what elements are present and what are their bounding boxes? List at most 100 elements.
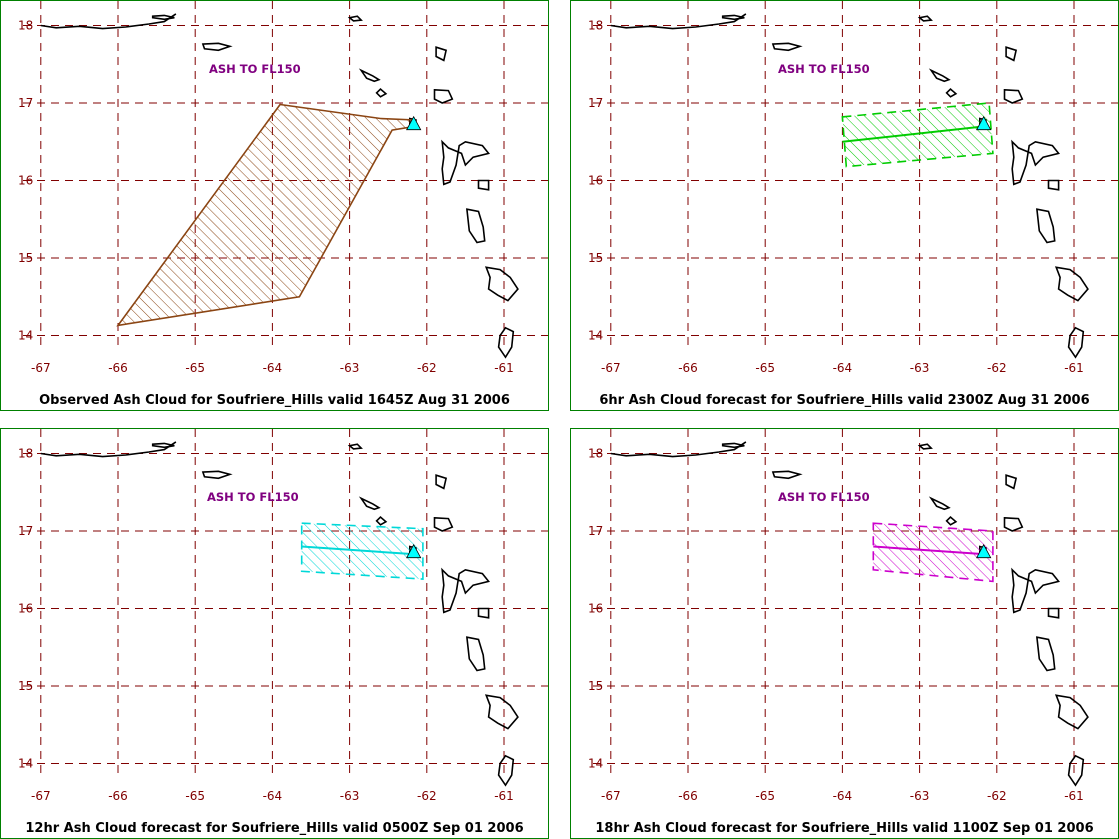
lat-tick-label: 15 bbox=[18, 251, 33, 265]
lat-tick-label: 16 bbox=[18, 602, 33, 616]
lon-tick-label: -66 bbox=[678, 789, 698, 803]
ash-label: ASH TO FL150 bbox=[778, 490, 870, 504]
lon-tick-label: -61 bbox=[494, 361, 514, 375]
antigua-island bbox=[433, 516, 454, 532]
barbuda-island bbox=[1005, 46, 1018, 62]
ash-trajectory-line bbox=[301, 545, 416, 556]
st-kitts-island bbox=[928, 68, 951, 83]
martinique-island bbox=[484, 694, 519, 730]
st-lucia-island bbox=[1067, 754, 1085, 787]
panel-caption: 18hr Ash Cloud forecast for Soufriere_Hi… bbox=[595, 821, 1094, 836]
virgin-islands bbox=[347, 15, 363, 22]
dominica-island bbox=[1035, 636, 1056, 672]
lat-tick-label: 16 bbox=[18, 174, 33, 188]
panel-caption: Observed Ash Cloud for Soufriere_Hills v… bbox=[39, 393, 510, 408]
antigua-island bbox=[433, 88, 454, 104]
guadeloupe-island bbox=[441, 139, 491, 186]
lon-tick-label: -61 bbox=[1064, 361, 1084, 375]
antigua-island bbox=[1003, 88, 1024, 104]
puerto-rico-coastline bbox=[40, 13, 177, 30]
lon-tick-label: -63 bbox=[340, 789, 360, 803]
barbuda-island bbox=[435, 46, 448, 62]
lat-tick-label: 15 bbox=[18, 679, 33, 693]
lon-tick-label: -62 bbox=[987, 789, 1007, 803]
panel-18hr-forecast: -67 -66 -65 -64 -63 -62 -61 18 17 16 15 14 ASH TO F… bbox=[570, 428, 1119, 839]
ash-cloud-polygon bbox=[872, 522, 994, 583]
lat-tick-label: 17 bbox=[588, 96, 603, 110]
lat-tick-label: 17 bbox=[18, 524, 33, 538]
dominica-island bbox=[465, 636, 486, 672]
panel-observed: -67 -66 -65 -64 -63 -62 -61 18 17 16 15 14 ASH TO F… bbox=[0, 0, 549, 411]
st-croix-island bbox=[201, 42, 233, 52]
barbuda-island bbox=[435, 474, 448, 490]
st-croix-island bbox=[771, 42, 803, 52]
st-lucia-island bbox=[497, 754, 515, 787]
ash-label: ASH TO FL150 bbox=[778, 62, 870, 76]
lon-tick-label: -62 bbox=[987, 361, 1007, 375]
st-croix-island bbox=[771, 470, 803, 480]
lat-tick-label: 14 bbox=[18, 757, 33, 771]
ash-trajectory-line bbox=[842, 125, 986, 143]
st-kitts-island bbox=[358, 496, 381, 511]
vieques-island bbox=[721, 14, 745, 21]
st-lucia-island bbox=[1067, 326, 1085, 359]
map-canvas: -67 -66 -65 -64 -63 -62 -61 18 17 16 15 14 bbox=[18, 429, 548, 803]
lon-tick-label: -67 bbox=[601, 789, 621, 803]
volcano-triangle-icon bbox=[976, 115, 992, 131]
lon-tick-label: -62 bbox=[417, 361, 437, 375]
map-canvas: -67 -66 -65 -64 -63 -62 -61 18 17 16 15 14 bbox=[588, 429, 1118, 803]
lat-tick-label: 15 bbox=[588, 251, 603, 265]
marie-galante-island bbox=[1047, 179, 1060, 191]
guadeloupe-island bbox=[1011, 567, 1061, 614]
map-canvas: -67 -66 -65 -64 -63 -62 -61 18 17 16 15 14 bbox=[588, 1, 1118, 375]
panel-caption: 12hr Ash Cloud forecast for Soufriere_Hi… bbox=[25, 821, 524, 836]
lat-tick-label: 17 bbox=[18, 96, 33, 110]
lon-tick-label: -63 bbox=[910, 789, 930, 803]
lon-tick-label: -61 bbox=[1064, 789, 1084, 803]
virgin-islands bbox=[917, 15, 933, 22]
lon-tick-label: -64 bbox=[833, 789, 853, 803]
lon-tick-label: -67 bbox=[601, 361, 621, 375]
lon-tick-label: -65 bbox=[185, 361, 205, 375]
map-canvas: -67 -66 -65 -64 -63 -62 -61 18 17 16 15 14 bbox=[18, 1, 548, 375]
volcano-triangle-icon bbox=[406, 115, 422, 131]
lon-tick-label: -64 bbox=[263, 789, 283, 803]
lon-tick-label: -65 bbox=[755, 361, 775, 375]
marie-galante-island bbox=[477, 179, 490, 191]
st-croix-island bbox=[201, 470, 233, 480]
lat-tick-label: 15 bbox=[588, 679, 603, 693]
martinique-island bbox=[484, 266, 519, 302]
volcano-triangle-icon bbox=[976, 543, 992, 559]
lat-tick-label: 16 bbox=[588, 602, 603, 616]
st-kitts-island bbox=[358, 68, 381, 83]
nevis-island bbox=[375, 88, 388, 98]
lat-tick-label: 16 bbox=[588, 174, 603, 188]
lon-tick-label: -65 bbox=[755, 789, 775, 803]
lat-tick-label: 14 bbox=[18, 329, 33, 343]
lon-tick-label: -66 bbox=[678, 361, 698, 375]
volcano-triangle-icon bbox=[406, 543, 422, 559]
vieques-island bbox=[721, 442, 745, 449]
panel-6hr-forecast: -67 -66 -65 -64 -63 -62 -61 18 17 16 15 14 ASH TO F… bbox=[570, 0, 1119, 411]
ash-label: ASH TO FL150 bbox=[209, 62, 301, 76]
lon-tick-label: -64 bbox=[263, 361, 283, 375]
lat-tick-label: 18 bbox=[588, 447, 603, 461]
ash-label: ASH TO FL150 bbox=[207, 490, 299, 504]
dominica-island bbox=[1035, 208, 1056, 244]
marie-galante-island bbox=[1047, 607, 1060, 619]
lat-tick-label: 18 bbox=[588, 19, 603, 33]
ash-cloud-polygon bbox=[841, 102, 994, 168]
panel-caption: 6hr Ash Cloud forecast for Soufriere_Hil… bbox=[599, 393, 1090, 408]
lat-tick-label: 18 bbox=[18, 447, 33, 461]
puerto-rico-coastline bbox=[610, 13, 747, 30]
lon-tick-label: -65 bbox=[185, 789, 205, 803]
lat-tick-label: 18 bbox=[18, 19, 33, 33]
lat-tick-label: 17 bbox=[588, 524, 603, 538]
guadeloupe-island bbox=[441, 567, 491, 614]
lon-tick-label: -67 bbox=[31, 361, 51, 375]
nevis-island bbox=[945, 516, 958, 526]
martinique-island bbox=[1054, 266, 1089, 302]
virgin-islands bbox=[917, 443, 933, 450]
lon-tick-label: -66 bbox=[108, 361, 128, 375]
antigua-island bbox=[1003, 516, 1024, 532]
